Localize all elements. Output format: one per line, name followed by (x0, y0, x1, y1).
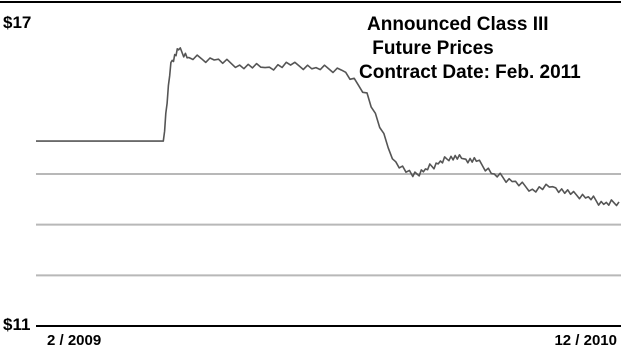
series-group (36, 47, 620, 207)
y-tick-top: $17 (3, 13, 31, 32)
gridlines (36, 173, 621, 277)
x-tick-end: 12 / 2010 (554, 332, 617, 349)
chart-title: Announced Class III Future Prices Contra… (359, 14, 581, 83)
series-line-0 (36, 47, 620, 207)
title-line-3: Contract Date: Feb. 2011 (359, 62, 581, 83)
title-line-1: Announced Class III (367, 14, 549, 35)
title-line-2: Future Prices (367, 38, 494, 59)
x-tick-start: 2 / 2009 (47, 332, 101, 349)
y-tick-bottom: $11 (3, 315, 30, 334)
